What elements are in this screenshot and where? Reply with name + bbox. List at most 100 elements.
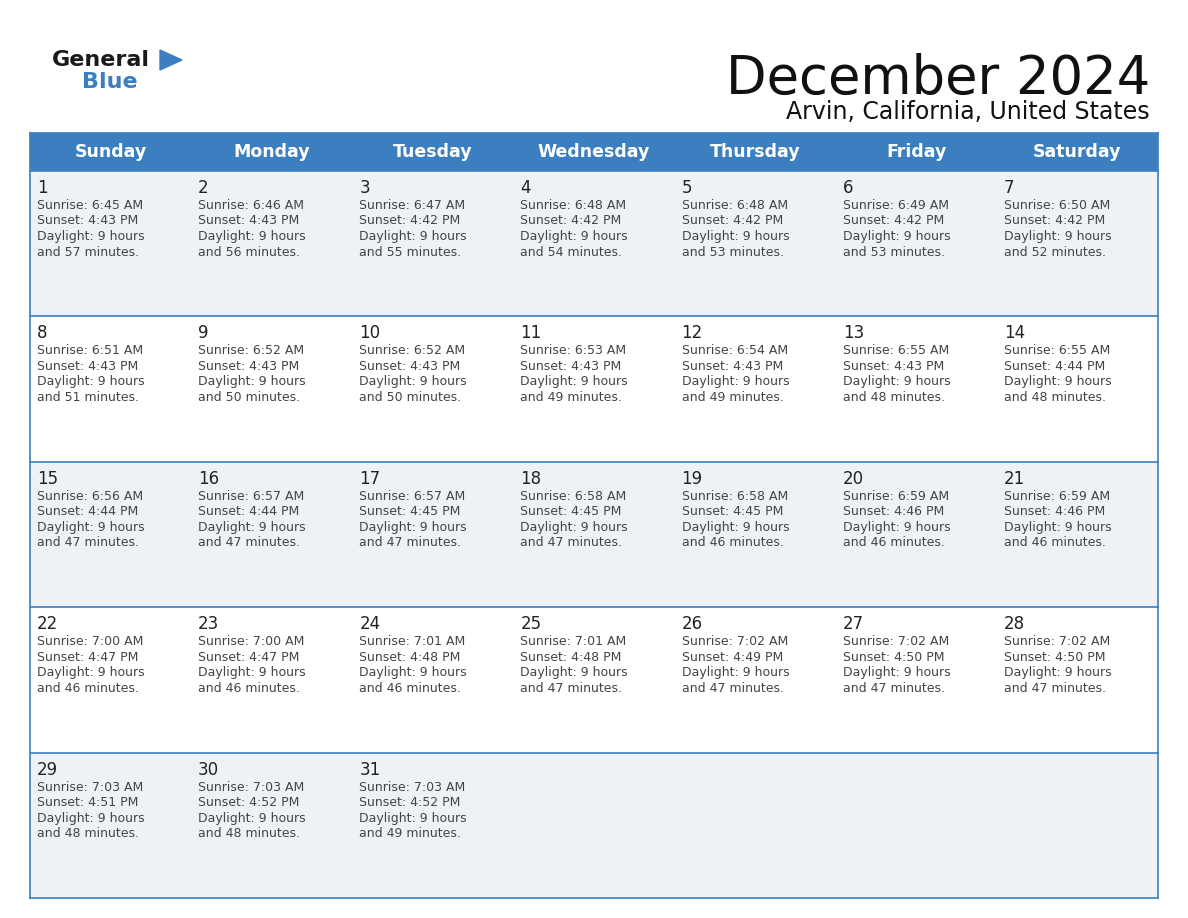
Text: 29: 29: [37, 761, 58, 778]
Text: and 48 minutes.: and 48 minutes.: [198, 827, 301, 840]
Text: General: General: [52, 50, 150, 70]
Text: 19: 19: [682, 470, 702, 487]
Text: and 50 minutes.: and 50 minutes.: [359, 391, 461, 404]
Text: 7: 7: [1004, 179, 1015, 197]
Text: 9: 9: [198, 324, 209, 342]
Text: Sunset: 4:48 PM: Sunset: 4:48 PM: [359, 651, 461, 664]
Text: Sunrise: 7:02 AM: Sunrise: 7:02 AM: [842, 635, 949, 648]
Text: Daylight: 9 hours: Daylight: 9 hours: [1004, 666, 1112, 679]
Text: 15: 15: [37, 470, 58, 487]
Text: 11: 11: [520, 324, 542, 342]
Text: Friday: Friday: [886, 143, 947, 161]
Bar: [30, 171, 1158, 317]
Text: Sunset: 4:47 PM: Sunset: 4:47 PM: [198, 651, 299, 664]
Text: 18: 18: [520, 470, 542, 487]
Text: Sunset: 4:45 PM: Sunset: 4:45 PM: [359, 505, 461, 519]
Text: Daylight: 9 hours: Daylight: 9 hours: [842, 666, 950, 679]
Text: Daylight: 9 hours: Daylight: 9 hours: [37, 230, 145, 243]
Text: Sunset: 4:42 PM: Sunset: 4:42 PM: [1004, 215, 1105, 228]
Text: 13: 13: [842, 324, 864, 342]
Text: Sunrise: 6:48 AM: Sunrise: 6:48 AM: [520, 199, 626, 212]
Text: Sunrise: 6:48 AM: Sunrise: 6:48 AM: [682, 199, 788, 212]
Text: Daylight: 9 hours: Daylight: 9 hours: [682, 521, 789, 533]
Text: Sunset: 4:46 PM: Sunset: 4:46 PM: [842, 505, 944, 519]
Text: Daylight: 9 hours: Daylight: 9 hours: [682, 375, 789, 388]
Text: and 46 minutes.: and 46 minutes.: [1004, 536, 1106, 549]
Text: Sunset: 4:42 PM: Sunset: 4:42 PM: [682, 215, 783, 228]
Text: Sunrise: 6:49 AM: Sunrise: 6:49 AM: [842, 199, 949, 212]
Text: and 48 minutes.: and 48 minutes.: [842, 391, 944, 404]
Text: 17: 17: [359, 470, 380, 487]
Text: 28: 28: [1004, 615, 1025, 633]
Text: Sunset: 4:47 PM: Sunset: 4:47 PM: [37, 651, 138, 664]
Text: 21: 21: [1004, 470, 1025, 487]
Text: Sunrise: 7:01 AM: Sunrise: 7:01 AM: [520, 635, 627, 648]
Text: Daylight: 9 hours: Daylight: 9 hours: [37, 812, 145, 824]
Text: Sunrise: 6:51 AM: Sunrise: 6:51 AM: [37, 344, 143, 357]
Text: Sunrise: 7:03 AM: Sunrise: 7:03 AM: [37, 780, 144, 793]
Text: and 49 minutes.: and 49 minutes.: [682, 391, 783, 404]
Text: 22: 22: [37, 615, 58, 633]
Text: Sunrise: 6:52 AM: Sunrise: 6:52 AM: [198, 344, 304, 357]
Text: Sunrise: 6:58 AM: Sunrise: 6:58 AM: [682, 490, 788, 503]
Text: Sunset: 4:45 PM: Sunset: 4:45 PM: [520, 505, 621, 519]
Text: 6: 6: [842, 179, 853, 197]
Text: and 47 minutes.: and 47 minutes.: [682, 682, 784, 695]
Text: Daylight: 9 hours: Daylight: 9 hours: [842, 521, 950, 533]
Text: Sunset: 4:42 PM: Sunset: 4:42 PM: [520, 215, 621, 228]
Text: Daylight: 9 hours: Daylight: 9 hours: [520, 230, 628, 243]
Text: 30: 30: [198, 761, 220, 778]
Text: Daylight: 9 hours: Daylight: 9 hours: [359, 230, 467, 243]
Text: and 47 minutes.: and 47 minutes.: [37, 536, 139, 549]
Text: 31: 31: [359, 761, 380, 778]
Text: Daylight: 9 hours: Daylight: 9 hours: [37, 375, 145, 388]
Text: Sunset: 4:48 PM: Sunset: 4:48 PM: [520, 651, 621, 664]
Text: Sunrise: 6:57 AM: Sunrise: 6:57 AM: [359, 490, 466, 503]
Text: 27: 27: [842, 615, 864, 633]
Text: Sunrise: 6:50 AM: Sunrise: 6:50 AM: [1004, 199, 1110, 212]
Text: Sunset: 4:43 PM: Sunset: 4:43 PM: [198, 215, 299, 228]
Text: and 53 minutes.: and 53 minutes.: [682, 245, 784, 259]
Text: Sunrise: 6:57 AM: Sunrise: 6:57 AM: [198, 490, 304, 503]
Bar: [30, 753, 1158, 898]
Text: 10: 10: [359, 324, 380, 342]
Text: Daylight: 9 hours: Daylight: 9 hours: [198, 666, 305, 679]
Text: Sunrise: 7:03 AM: Sunrise: 7:03 AM: [198, 780, 304, 793]
Text: Sunset: 4:50 PM: Sunset: 4:50 PM: [842, 651, 944, 664]
Text: Sunrise: 6:55 AM: Sunrise: 6:55 AM: [1004, 344, 1110, 357]
Text: Sunrise: 7:03 AM: Sunrise: 7:03 AM: [359, 780, 466, 793]
Text: Sunset: 4:50 PM: Sunset: 4:50 PM: [1004, 651, 1105, 664]
Text: Sunrise: 6:56 AM: Sunrise: 6:56 AM: [37, 490, 143, 503]
Text: and 46 minutes.: and 46 minutes.: [37, 682, 139, 695]
Text: Daylight: 9 hours: Daylight: 9 hours: [198, 375, 305, 388]
Text: Sunrise: 6:59 AM: Sunrise: 6:59 AM: [1004, 490, 1110, 503]
Text: Sunrise: 6:54 AM: Sunrise: 6:54 AM: [682, 344, 788, 357]
Text: Sunrise: 7:02 AM: Sunrise: 7:02 AM: [1004, 635, 1110, 648]
Text: Daylight: 9 hours: Daylight: 9 hours: [682, 230, 789, 243]
Text: Daylight: 9 hours: Daylight: 9 hours: [520, 666, 628, 679]
Text: 23: 23: [198, 615, 220, 633]
Text: Sunset: 4:44 PM: Sunset: 4:44 PM: [198, 505, 299, 519]
Text: Wednesday: Wednesday: [538, 143, 650, 161]
Text: 4: 4: [520, 179, 531, 197]
Text: Sunset: 4:43 PM: Sunset: 4:43 PM: [520, 360, 621, 373]
Text: Daylight: 9 hours: Daylight: 9 hours: [1004, 230, 1112, 243]
Text: and 47 minutes.: and 47 minutes.: [1004, 682, 1106, 695]
Text: Sunrise: 6:53 AM: Sunrise: 6:53 AM: [520, 344, 626, 357]
Text: Daylight: 9 hours: Daylight: 9 hours: [520, 375, 628, 388]
Text: 8: 8: [37, 324, 48, 342]
Text: Sunrise: 6:46 AM: Sunrise: 6:46 AM: [198, 199, 304, 212]
Text: Sunset: 4:43 PM: Sunset: 4:43 PM: [682, 360, 783, 373]
Text: Daylight: 9 hours: Daylight: 9 hours: [359, 521, 467, 533]
Text: 16: 16: [198, 470, 220, 487]
Text: and 46 minutes.: and 46 minutes.: [198, 682, 301, 695]
Text: Daylight: 9 hours: Daylight: 9 hours: [842, 375, 950, 388]
Text: Daylight: 9 hours: Daylight: 9 hours: [520, 521, 628, 533]
Text: and 47 minutes.: and 47 minutes.: [842, 682, 944, 695]
Text: Sunset: 4:46 PM: Sunset: 4:46 PM: [1004, 505, 1105, 519]
Text: 5: 5: [682, 179, 693, 197]
Text: Sunset: 4:43 PM: Sunset: 4:43 PM: [37, 360, 138, 373]
Bar: [30, 133, 1158, 171]
Text: and 56 minutes.: and 56 minutes.: [198, 245, 301, 259]
Text: Saturday: Saturday: [1034, 143, 1121, 161]
